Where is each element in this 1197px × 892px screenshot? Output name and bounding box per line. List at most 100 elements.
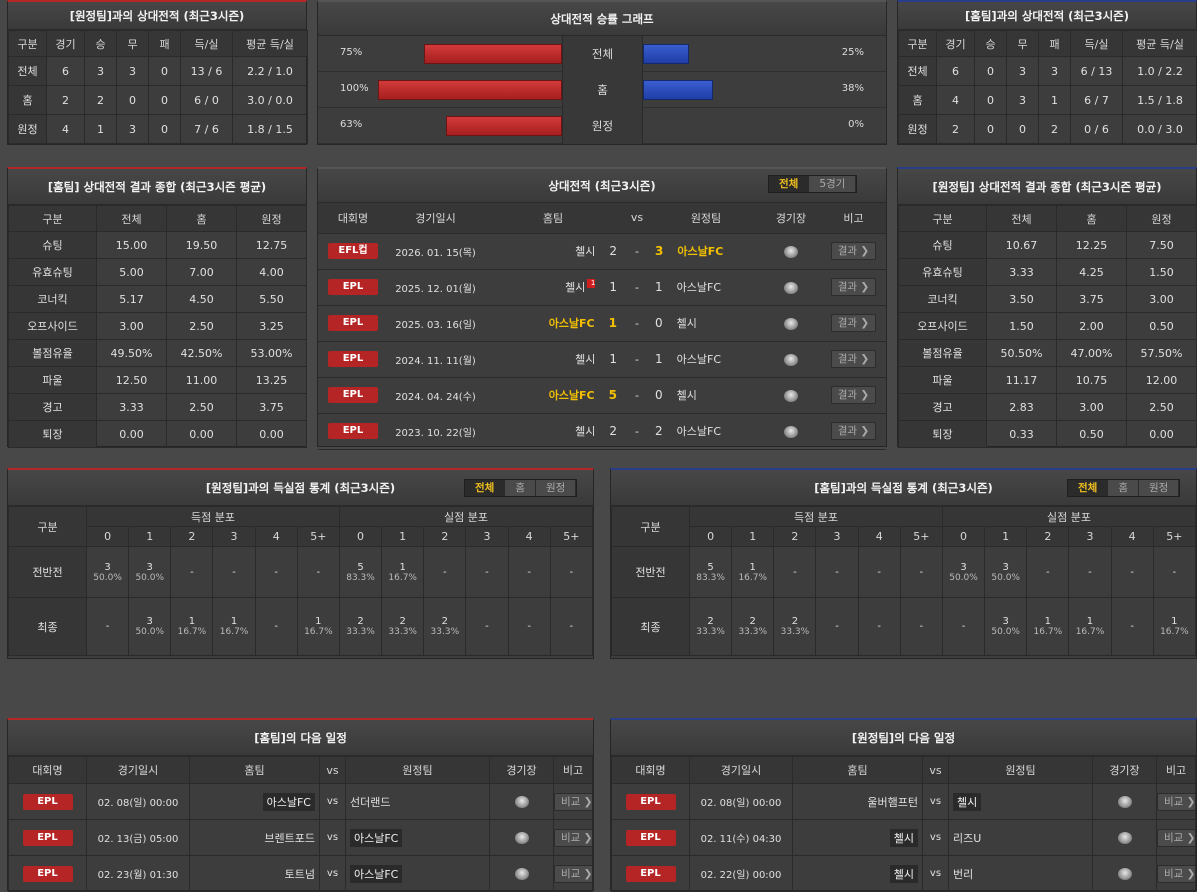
away-team[interactable]: 첼시 <box>677 317 697 330</box>
row-label: 원정 <box>9 115 47 144</box>
tab-home[interactable]: 홈 <box>505 480 536 496</box>
result-button[interactable]: 결과 ❯ <box>831 278 876 296</box>
stat-cell: 50.50% <box>987 340 1057 367</box>
stadium-icon[interactable] <box>515 868 529 880</box>
stadium-icon[interactable] <box>784 390 798 402</box>
compare-button[interactable]: 비교 ❯ <box>554 865 593 883</box>
competition-badge[interactable]: EPL <box>626 866 676 882</box>
competition-badge[interactable]: EPL <box>626 830 676 846</box>
stadium-icon[interactable] <box>515 796 529 808</box>
tab-all[interactable]: 전체 <box>465 480 505 496</box>
compare-button[interactable]: 비교 ❯ <box>554 829 593 847</box>
home-team[interactable]: 첼시 <box>575 353 595 366</box>
tab-all[interactable]: 전체 <box>769 176 809 192</box>
result-button[interactable]: 결과 ❯ <box>831 350 876 368</box>
away-team[interactable]: 아스날FC <box>677 353 721 366</box>
stadium-icon[interactable] <box>784 426 798 438</box>
stat-cell: 6 / 13 <box>1071 57 1123 86</box>
stat-cell: 4 <box>47 115 85 144</box>
stat-cell: 0 <box>117 86 149 115</box>
tab-away[interactable]: 원정 <box>536 480 576 496</box>
stadium-icon[interactable] <box>515 832 529 844</box>
home-winrate: 63% <box>340 119 362 130</box>
home-team[interactable]: 브렌트포드 <box>264 832 315 845</box>
home-team[interactable]: 울버햄프턴 <box>867 796 918 809</box>
home-team[interactable]: 아스날FC <box>549 317 595 330</box>
competition-badge[interactable]: EPL <box>328 423 378 439</box>
stat-cell: 0 <box>149 115 181 144</box>
away-team[interactable]: 번리 <box>953 868 973 881</box>
tab-five-games[interactable]: 5경기 <box>809 176 856 192</box>
home-team[interactable]: 첼시 <box>890 865 918 883</box>
tab-all[interactable]: 전체 <box>1068 480 1108 496</box>
competition-badge[interactable]: EPL <box>23 830 73 846</box>
fixture-date: 02. 22(일) 00:00 <box>690 856 793 892</box>
home-team[interactable]: 첼시 <box>575 245 595 258</box>
goals-count: - <box>527 567 531 578</box>
column-header: 전체 <box>97 206 167 232</box>
stadium-icon[interactable] <box>784 246 798 258</box>
result-button[interactable]: 결과 ❯ <box>831 242 876 260</box>
stat-cell: 5.17 <box>97 286 167 313</box>
competition-badge[interactable]: EPL <box>626 794 676 810</box>
competition-badge[interactable]: EFL컵 <box>328 243 378 259</box>
tab-home[interactable]: 홈 <box>1108 480 1139 496</box>
home-team[interactable]: 첼시 <box>575 425 595 438</box>
compare-button[interactable]: 비교 ❯ <box>554 793 593 811</box>
stadium-icon[interactable] <box>1118 796 1132 808</box>
away-cell: 아스날FC <box>346 856 490 892</box>
away-team[interactable]: 아스날FC <box>677 245 723 258</box>
competition-badge[interactable]: EPL <box>23 794 73 810</box>
competition-cell: EPL <box>612 820 690 856</box>
result-button[interactable]: 결과 ❯ <box>831 422 876 440</box>
goals-count: - <box>962 621 966 632</box>
home-team[interactable]: 아스날FC <box>263 793 315 811</box>
away-team[interactable]: 아스날FC <box>350 865 402 883</box>
competition-badge[interactable]: EPL <box>328 315 378 331</box>
away-team[interactable]: 아스날FC <box>677 425 721 438</box>
result-button[interactable]: 결과 ❯ <box>831 386 876 404</box>
competition-badge[interactable]: EPL <box>328 351 378 367</box>
tab-away[interactable]: 원정 <box>1139 480 1179 496</box>
goals-count: 5 <box>357 562 363 573</box>
stadium-icon[interactable] <box>1118 868 1132 880</box>
away-team[interactable]: 아스날FC <box>350 829 402 847</box>
competition-badge[interactable]: EPL <box>328 279 378 295</box>
away-team[interactable]: 첼시 <box>953 793 981 811</box>
home-team[interactable]: 아스날FC <box>549 389 595 402</box>
home-winrate: 75% <box>340 47 362 58</box>
away-team[interactable]: 아스날FC <box>677 281 721 294</box>
away-team[interactable]: 첼시 <box>677 389 697 402</box>
competition-badge[interactable]: EPL <box>328 387 378 403</box>
competition-badge[interactable]: EPL <box>23 866 73 882</box>
home-team[interactable]: 토트넘 <box>285 868 315 881</box>
stadium-icon[interactable] <box>784 354 798 366</box>
compare-button[interactable]: 비교 ❯ <box>1157 829 1196 847</box>
stadium-icon[interactable] <box>784 282 798 294</box>
compare-button[interactable]: 비교 ❯ <box>1157 793 1196 811</box>
compare-button[interactable]: 비교 ❯ <box>1157 865 1196 883</box>
column-header: 경기일시 <box>388 203 483 233</box>
stadium-icon[interactable] <box>1118 832 1132 844</box>
home-team[interactable]: 첼시 <box>565 281 585 294</box>
away-team[interactable]: 선더랜드 <box>350 796 390 809</box>
goals-percent: 50.0% <box>943 573 984 583</box>
away-team[interactable]: 리즈U <box>953 832 981 845</box>
row-label: 유효슈팅 <box>899 259 987 286</box>
stadium-icon[interactable] <box>784 318 798 330</box>
vs-cell: - <box>623 377 651 413</box>
match-date: 2024. 11. 11(월) <box>388 341 483 377</box>
result-button[interactable]: 결과 ❯ <box>831 314 876 332</box>
stadium-cell <box>761 341 821 377</box>
goals-percent: 16.7% <box>382 573 423 583</box>
home-team[interactable]: 첼시 <box>890 829 918 847</box>
